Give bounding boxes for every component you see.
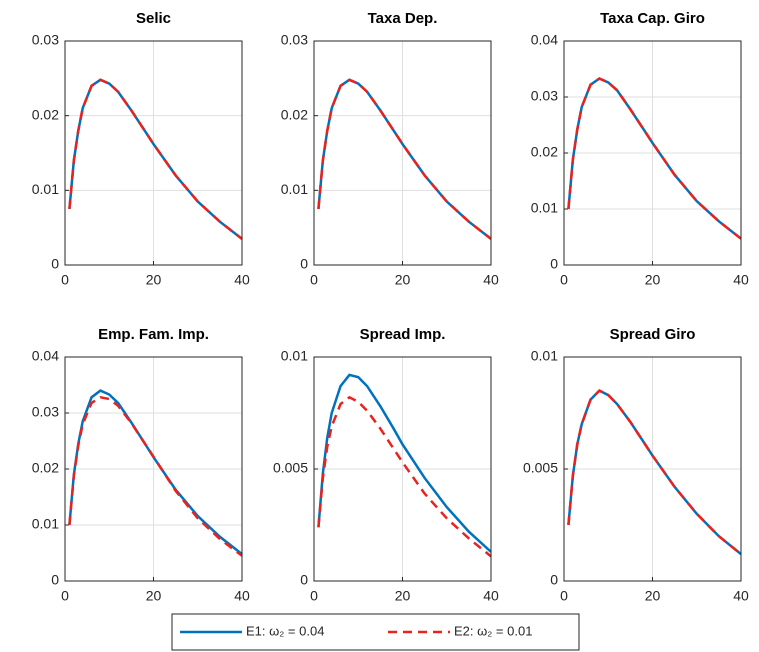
y-tick-label: 0 — [550, 256, 558, 272]
plot-frame — [313, 356, 492, 582]
y-tick-label: 0.02 — [281, 106, 308, 122]
x-tick-label: 20 — [395, 588, 411, 604]
x-tick-label: 40 — [483, 588, 499, 604]
chart-title: Spread Imp. — [360, 326, 446, 343]
y-tick-label: 0.04 — [531, 32, 558, 48]
plot-frame — [563, 356, 742, 582]
legend-label: E2: ω₂ = 0.01 — [454, 623, 532, 638]
chart-title: Taxa Cap. Giro — [600, 10, 705, 27]
series-line — [567, 77, 742, 240]
x-tick-label: 0 — [310, 272, 318, 288]
series-line — [317, 373, 492, 553]
x-tick-label: 20 — [146, 588, 162, 604]
series-line — [567, 389, 742, 556]
x-tick-label: 0 — [310, 588, 318, 604]
x-tick-label: 0 — [61, 588, 69, 604]
y-tick-label: 0.03 — [32, 404, 59, 420]
chart-title: Emp. Fam. Imp. — [98, 326, 209, 343]
legend-label: E1: ω₂ = 0.04 — [246, 623, 324, 638]
x-tick-label: 40 — [234, 272, 250, 288]
y-tick-label: 0.01 — [531, 348, 558, 364]
x-tick-label: 40 — [733, 272, 749, 288]
x-tick-label: 20 — [146, 272, 162, 288]
y-tick-label: 0 — [300, 572, 308, 588]
y-tick-label: 0 — [550, 572, 558, 588]
y-tick-label: 0.01 — [281, 348, 308, 364]
x-tick-label: 20 — [645, 588, 661, 604]
x-tick-label: 0 — [560, 272, 568, 288]
x-tick-label: 0 — [560, 588, 568, 604]
series-line — [68, 78, 243, 240]
chart-title: Spread Giro — [610, 326, 696, 343]
y-tick-label: 0.02 — [32, 106, 59, 122]
plot-frame — [563, 40, 742, 266]
plot-frame — [313, 40, 492, 266]
x-tick-label: 20 — [645, 272, 661, 288]
x-tick-label: 40 — [483, 272, 499, 288]
y-tick-label: 0.01 — [32, 181, 59, 197]
x-tick-label: 20 — [395, 272, 411, 288]
y-tick-label: 0.03 — [32, 32, 59, 48]
plot-frame — [64, 356, 243, 582]
x-tick-label: 40 — [234, 588, 250, 604]
y-tick-label: 0.02 — [531, 144, 558, 160]
x-tick-label: 40 — [733, 588, 749, 604]
x-tick-label: 0 — [61, 272, 69, 288]
series-line — [68, 389, 243, 556]
y-tick-label: 0.005 — [273, 460, 308, 476]
y-tick-label: 0.02 — [32, 460, 59, 476]
y-tick-label: 0.04 — [32, 348, 59, 364]
plot-frame — [64, 40, 243, 266]
y-tick-label: 0.01 — [281, 181, 308, 197]
y-tick-label: 0.005 — [523, 460, 558, 476]
chart-title: Taxa Dep. — [368, 10, 438, 27]
series-line — [317, 78, 492, 240]
y-tick-label: 0 — [300, 256, 308, 272]
y-tick-label: 0.01 — [32, 516, 59, 532]
y-tick-label: 0 — [51, 572, 59, 588]
y-tick-label: 0.03 — [281, 32, 308, 48]
y-tick-label: 0 — [51, 256, 59, 272]
series-line — [68, 395, 243, 557]
y-tick-label: 0.01 — [531, 200, 558, 216]
chart-title: Selic — [136, 10, 171, 27]
y-tick-label: 0.03 — [531, 88, 558, 104]
